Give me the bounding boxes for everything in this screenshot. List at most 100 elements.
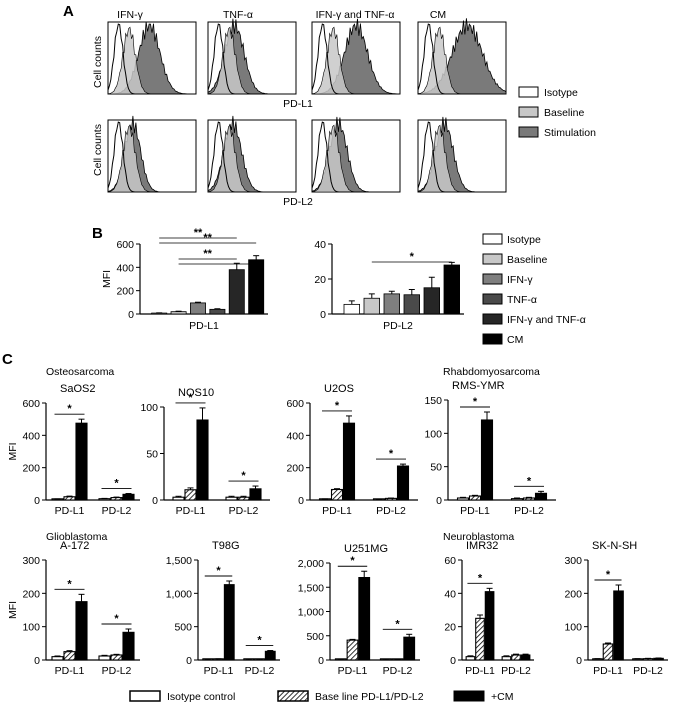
chart-c6-title: T98G <box>212 540 240 552</box>
legend-c-label-cm: +CM <box>491 691 513 703</box>
chart-c3-ytick-label-1: 200 <box>286 463 304 475</box>
chart-c3-bar-g1-s1 <box>384 497 398 501</box>
chart-c9-bar-g0-s2 <box>613 590 624 661</box>
chart-c3-title: U2OS <box>324 383 354 395</box>
chart-c1-ytick-label-3: 600 <box>22 398 40 410</box>
chart-c1-ytick-label-0: 0 <box>34 495 40 507</box>
chart-b1-ylabel: MFI <box>101 270 113 288</box>
chart-c3-ytick-label-0: 0 <box>298 495 304 507</box>
legend-c-swatch-isotype <box>129 690 161 702</box>
legend-b-swatch-tnf <box>482 293 503 305</box>
chart-c8-ytick-label-2: 40 <box>444 588 456 600</box>
chart-c3-ytick-label-3: 600 <box>286 398 304 410</box>
chart-c5-group-label-1: PD-L2 <box>102 665 132 677</box>
legend-b-label-cm: CM <box>507 334 523 346</box>
chart-b2-ytick-label-2: 40 <box>314 239 326 251</box>
chart-c3-sig-label-0: * <box>335 400 340 412</box>
chart-c2-group-label-0: PD-L1 <box>176 505 206 517</box>
chart-c5-bar-g1-s0 <box>98 655 111 661</box>
legend-b-label-baseline: Baseline <box>507 254 547 266</box>
chart-c2-group-label-1: PD-L2 <box>229 505 259 517</box>
chart-c7-bar-g1-s2 <box>403 636 416 661</box>
legend-swatch-isotype <box>518 86 539 98</box>
chart-c7-ytick-label-1: 500 <box>306 631 324 643</box>
chart-c2-bar-g0-s1 <box>184 489 197 501</box>
chart-b2-bar-1 <box>363 297 381 315</box>
chart-b1-ytick-label-2: 400 <box>116 262 134 274</box>
flow-ylabel-row2: Cell counts <box>92 124 104 176</box>
flow-col-title-ifn-tnf: IFN-γ and TNF-α <box>316 9 395 21</box>
chart-c4-ytick-label-0: 0 <box>436 495 442 507</box>
chart-c6-group-label-0: PD-L1 <box>204 665 234 677</box>
chart-c5-title: A-172 <box>60 540 89 552</box>
chart-c1-group-label-0: PD-L1 <box>55 505 85 517</box>
chart-c5-ylabel: MFI <box>7 601 19 619</box>
flow-isotype-hist-r1c4 <box>417 23 506 95</box>
chart-c9-ytick-label-0: 0 <box>576 655 582 667</box>
chart-c1-sig-label-1: * <box>114 478 119 490</box>
legend-label-baseline: Baseline <box>544 107 584 119</box>
category-neuroblastoma: Neuroblastoma <box>443 531 514 543</box>
chart-c9-bar-g1-s2 <box>653 657 664 661</box>
chart-c3-sig-label-1: * <box>389 448 394 460</box>
chart-c8-sig-label-0: * <box>478 572 483 584</box>
chart-c6-bar-g0-s2 <box>223 584 235 661</box>
chart-c2-ytick-label-0: 0 <box>152 495 158 507</box>
chart-c7-group-label-1: PD-L2 <box>383 665 413 677</box>
legend-label-stimulation: Stimulation <box>544 127 596 139</box>
chart-c2-sig-label-1: * <box>241 470 246 482</box>
legend-b-swatch-ifn <box>482 273 503 285</box>
flow-ylabel-row1: Cell counts <box>92 36 104 88</box>
chart-c9-group-label-0: PD-L1 <box>593 665 623 677</box>
chart-b1-sig-label-0: ** <box>194 227 203 239</box>
chart-c1-bar-g0-s1 <box>63 496 76 501</box>
legend-swatch-stimulation <box>518 126 539 138</box>
chart-c2-bar-g1-s1 <box>237 496 250 501</box>
chart-c8-ytick-label-3: 60 <box>444 555 456 567</box>
chart-c5-sig-label-0: * <box>67 578 72 590</box>
chart-c7-ytick-label-4: 2,000 <box>298 558 324 570</box>
flow-col-title-ifn: IFN-γ <box>117 9 143 21</box>
chart-c8-ytick-label-1: 20 <box>444 622 456 634</box>
legend-swatch-baseline <box>518 106 539 118</box>
chart-b1-sig-label-2: ** <box>203 248 212 260</box>
chart-c2-ytick-label-2: 100 <box>140 402 158 414</box>
chart-b2-bar-0 <box>343 303 361 315</box>
chart-c4-ytick-label-1: 50 <box>430 462 442 474</box>
chart-c2-bar-g0-s2 <box>196 419 209 501</box>
chart-c8-bar-g1-s1 <box>511 654 521 661</box>
legend-c-label-baseline: Base line PD-L1/PD-L2 <box>315 691 424 703</box>
chart-c8-bar-g0-s1 <box>475 617 485 661</box>
chart-b2-ytick-label-0: 0 <box>320 309 326 321</box>
chart-c4-bar-g0-s2 <box>480 419 494 501</box>
chart-c3-bar-g0-s2 <box>342 422 356 501</box>
chart-c9-sig-label-0: * <box>606 569 611 581</box>
chart-b1-bar-5 <box>248 259 265 315</box>
legend-b-label-tnf: TNF-α <box>507 294 537 306</box>
category-osteosarcoma: Osteosarcoma <box>46 366 114 378</box>
chart-c3-bar-g1-s2 <box>396 465 410 501</box>
chart-b2-ytick-label-1: 20 <box>314 274 326 286</box>
chart-c4-ytick-label-3: 150 <box>424 395 442 407</box>
chart-c9-ytick-label-2: 200 <box>564 588 582 600</box>
legend-c-swatch-baseline <box>277 690 309 702</box>
chart-c6-ytick-label-1: 500 <box>174 622 192 634</box>
chart-c9-ytick-label-3: 300 <box>564 555 582 567</box>
chart-c2-ytick-label-1: 50 <box>146 449 158 461</box>
chart-b1-bar-2 <box>190 302 206 315</box>
chart-c4-ytick-label-2: 100 <box>424 428 442 440</box>
chart-c7-sig-label-1: * <box>395 618 400 630</box>
chart-c4-bar-g0-s1 <box>468 495 482 501</box>
chart-c9-bar-g1-s1 <box>642 658 654 661</box>
chart-b2-sig-label-0: * <box>410 251 415 263</box>
chart-c6-sig-label-0: * <box>216 565 221 577</box>
chart-c6-ytick-label-0: 0 <box>186 655 192 667</box>
chart-c6-ytick-label-2: 1,000 <box>166 588 192 600</box>
chart-c5-ytick-label-0: 0 <box>34 655 40 667</box>
chart-c1-ylabel: MFI <box>7 442 19 460</box>
chart-c6-sig-label-1: * <box>257 635 262 647</box>
legend-b-label-isotype: Isotype <box>507 234 541 246</box>
chart-c4-title: RMS-YMR <box>452 380 505 392</box>
chart-c8-title: IMR32 <box>466 540 498 552</box>
